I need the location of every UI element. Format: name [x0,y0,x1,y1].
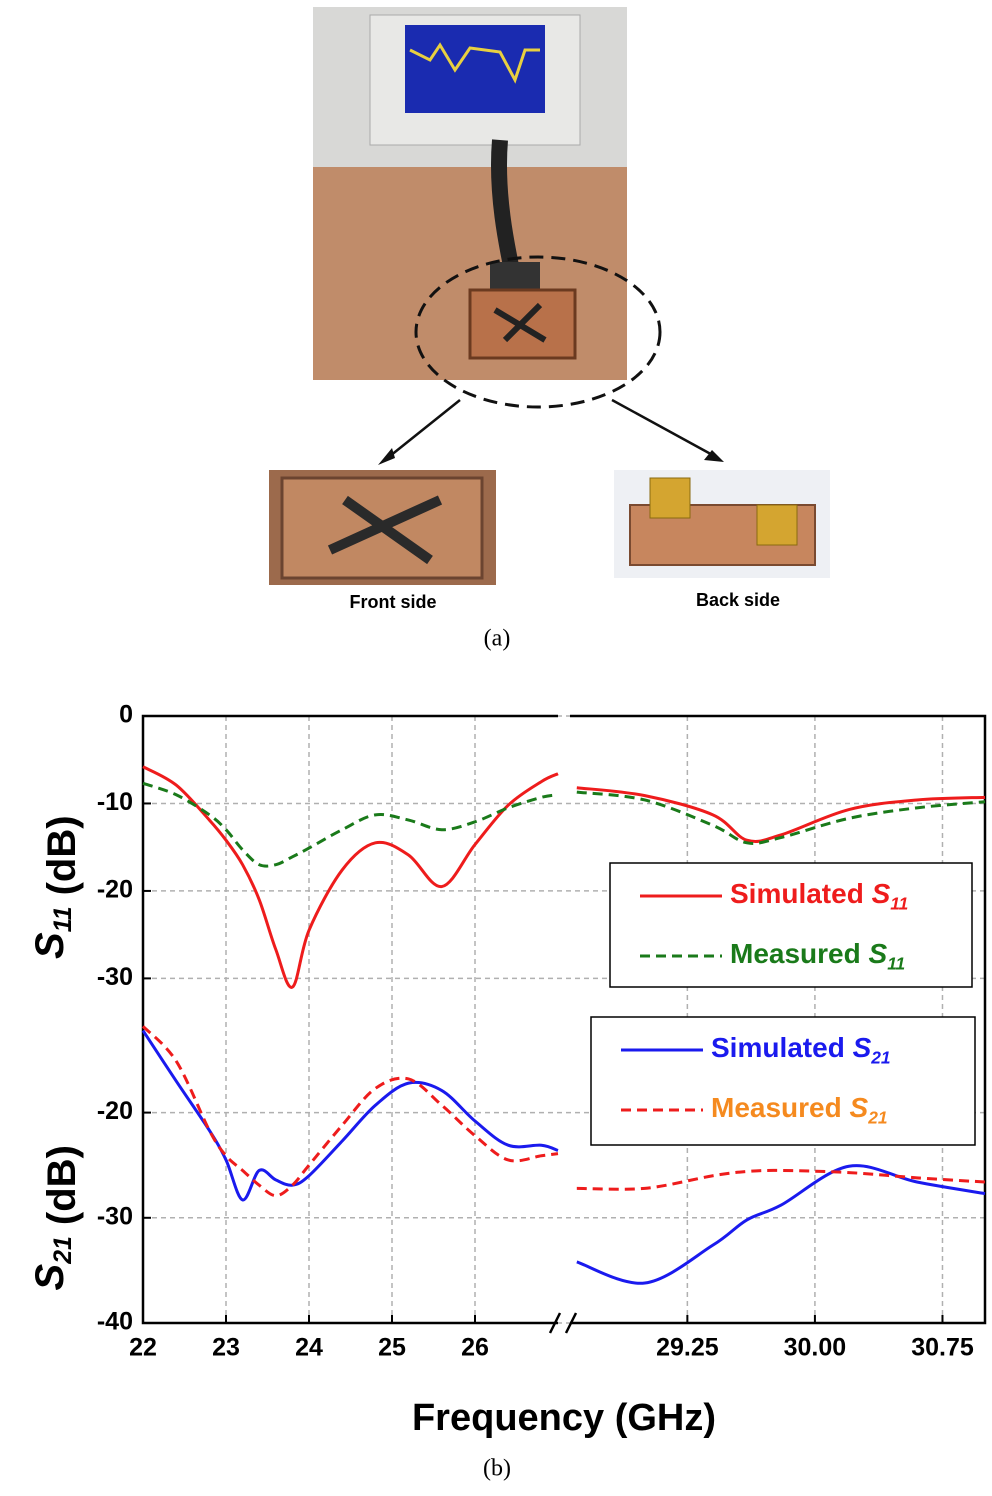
y-tick-label: 0 [119,701,133,729]
photo-label: Front side [349,592,436,612]
legend-label: Measured S11 [730,938,905,973]
x-tick-label: 25 [378,1334,406,1362]
axis-break [550,1313,576,1333]
x-tick-label: 30.75 [911,1334,974,1362]
y-tick-label: -20 [97,876,133,904]
data-line [143,1026,558,1195]
data-line [143,783,558,866]
chart: 22 23 24 25 26 29.25 30.00 30.75 0 -10 -20 -30 -20 -3… [28,701,985,1439]
data-line [577,1170,985,1189]
x-tick-label: 26 [461,1334,489,1362]
data-line [577,1166,985,1284]
figure: Front side Back side (a) 22 23 24 25 26 29.25… [0,0,992,1496]
y-tick-label: -20 [97,1097,133,1125]
data-line [143,1031,558,1200]
y-axis-label: S21 (dB) [28,1145,84,1290]
caption: (a) [484,626,511,652]
x-axis-label: Frequency (GHz) [412,1397,716,1439]
caption: (b) [483,1456,511,1482]
legend-label: Simulated S21 [711,1032,891,1067]
y-tick-label: -30 [97,963,133,991]
legend-label: Measured S21 [711,1092,888,1127]
y-tick-label: -30 [97,1202,133,1230]
y-axis-label: S11 (dB) [28,815,84,959]
x-tick-label: 30.00 [784,1334,847,1362]
x-tick-label: 29.25 [656,1334,719,1362]
data-line [577,788,985,842]
legend-label: Simulated S11 [730,878,908,913]
y-tick-label: -40 [97,1308,133,1336]
photo-setup: Front side Back side (a) [269,7,830,652]
photo-label: Back side [696,590,780,610]
data-line [143,767,558,988]
x-tick-label: 23 [212,1334,240,1362]
x-tick-label: 24 [295,1334,323,1362]
x-tick-label: 22 [129,1334,157,1362]
y-tick-label: -10 [97,788,133,816]
